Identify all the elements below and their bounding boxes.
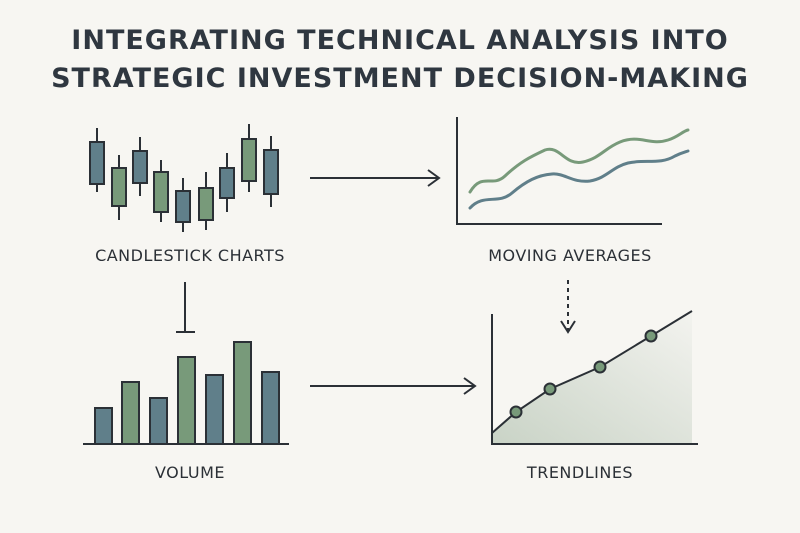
- title-line-1: INTEGRATING TECHNICAL ANALYSIS INTO: [71, 25, 729, 56]
- moving-averages-icon: [456, 117, 690, 225]
- volume-icon: [83, 341, 289, 445]
- title-line-2: STRATEGIC INVESTMENT DECISION-MAKING: [51, 63, 749, 94]
- moving-averages-label: MOVING AVERAGES: [488, 246, 652, 265]
- candlestick-charts-label: CANDLESTICK CHARTS: [95, 246, 285, 265]
- connector-candlestick-to-volume: [176, 282, 195, 333]
- candlestick-icon: [89, 124, 279, 232]
- arrow-candlestick-to-moving-averages: [310, 169, 441, 187]
- arrow-volume-to-trendlines: [310, 377, 477, 395]
- dashed-arrow-moving-averages-to-trendlines: [560, 280, 576, 334]
- trendlines-icon: [491, 310, 698, 445]
- diagram-title: INTEGRATING TECHNICAL ANALYSIS INTO STRA…: [0, 22, 800, 98]
- volume-label: VOLUME: [155, 463, 225, 482]
- trendlines-label: TRENDLINES: [526, 463, 634, 482]
